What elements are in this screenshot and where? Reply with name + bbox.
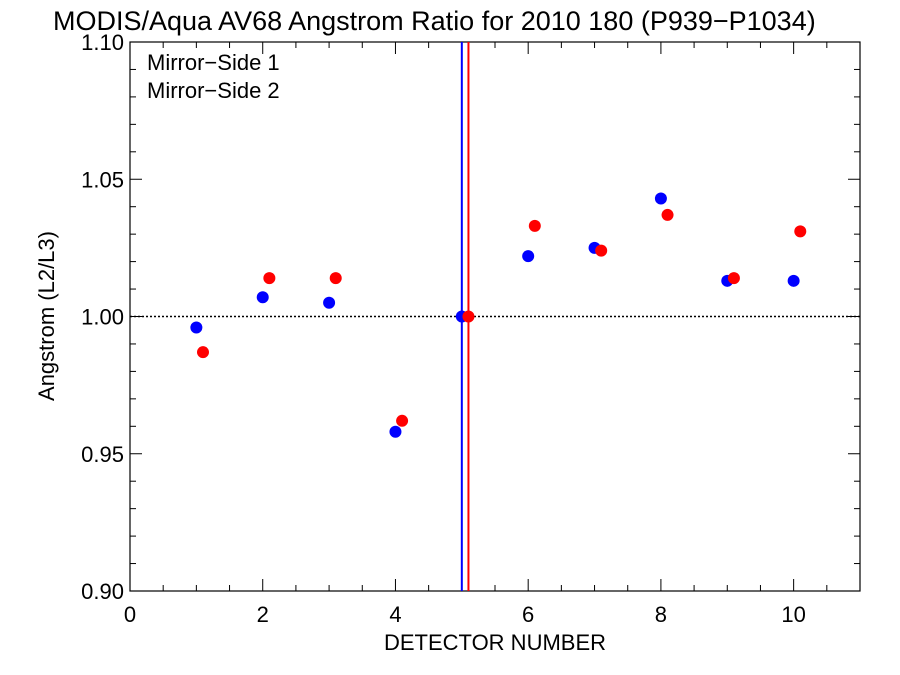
point-series-2 [661, 208, 674, 221]
x-tick-label: 8 [655, 602, 667, 627]
x-tick-label: 2 [257, 602, 269, 627]
y-tick-label: 1.05 [81, 167, 124, 192]
point-series-1 [256, 291, 269, 304]
y-tick-label: 0.90 [81, 579, 124, 604]
data-points [190, 192, 807, 438]
point-series-2 [396, 414, 409, 427]
y-tick-label: 0.95 [81, 442, 124, 467]
y-tick-label: 1.10 [81, 30, 124, 55]
point-series-1 [787, 274, 800, 287]
x-axis-label: DETECTOR NUMBER [384, 630, 606, 655]
y-axis-label: Angstrom (L2/L3) [34, 231, 59, 401]
point-series-1 [323, 296, 336, 309]
point-series-2 [595, 244, 608, 257]
legend-entry-mirror-side-2: Mirror−Side 2 [147, 78, 280, 103]
point-series-1 [190, 321, 203, 334]
point-series-1 [389, 425, 402, 438]
point-series-2 [528, 219, 541, 232]
x-tick-label: 4 [389, 602, 401, 627]
x-tick-label: 6 [522, 602, 534, 627]
point-series-2 [263, 272, 276, 285]
legend: Mirror−Side 1 Mirror−Side 2 [147, 50, 280, 103]
point-series-2 [329, 272, 342, 285]
x-tick-label: 0 [124, 602, 136, 627]
point-series-2 [727, 272, 740, 285]
x-tick-label: 10 [781, 602, 805, 627]
point-series-2 [794, 225, 807, 238]
x-axis: 0 2 4 6 8 10 [124, 42, 861, 627]
chart-title: MODIS/Aqua AV68 Angstrom Ratio for 2010 … [53, 6, 816, 36]
point-series-2 [197, 346, 209, 359]
plot-area: 0.90 0.95 1.00 1.05 1.10 0 2 4 6 8 10 [81, 30, 861, 627]
point-series-1 [654, 192, 667, 205]
legend-entry-mirror-side-1: Mirror−Side 1 [147, 50, 280, 75]
point-series-1 [522, 250, 535, 263]
y-tick-label: 1.00 [81, 305, 124, 330]
point-series-2 [462, 310, 475, 323]
